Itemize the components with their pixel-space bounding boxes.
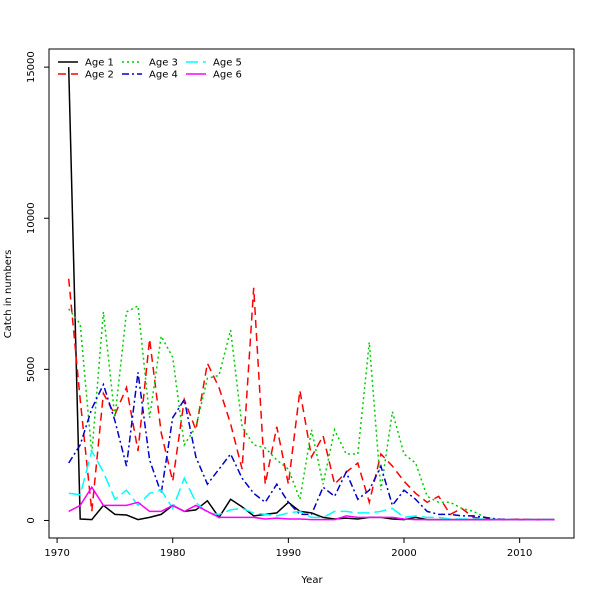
x-tick-label: 1990 [276,548,301,559]
y-axis-title: Catch in numbers [3,250,14,339]
plot-frame [48,48,575,539]
x-tick-label: 1970 [44,548,69,559]
x-tick-label: 2010 [507,548,532,559]
legend-label: Age 5 [213,58,242,69]
legend-label: Age 3 [149,58,178,69]
y-tick-label: 0 [26,517,37,523]
x-tick-label: 2000 [391,548,416,559]
x-tick-label: 1980 [160,548,185,559]
legend-label: Age 2 [85,70,114,81]
series-line-age-4 [68,372,555,521]
y-tick-label: 10000 [26,202,37,234]
x-axis: 1970 1980 1990 2000 2010 [44,538,532,559]
series-line-age-5 [68,448,555,521]
y-tick-label: 5000 [26,357,37,382]
series-line-age-6 [68,485,555,521]
y-tick-label: 15000 [26,51,37,83]
legend-label: Age 4 [149,70,178,81]
series-line-age-2 [67,278,555,521]
y-axis: 0 5000 10000 15000 [26,51,49,524]
legend-label: Age 6 [213,70,242,81]
x-axis-title: Year [300,575,323,586]
legend-label: Age 1 [85,58,114,69]
series-line-age-3 [68,304,555,521]
series-layer [67,67,555,521]
series-line-age-1 [67,67,555,521]
